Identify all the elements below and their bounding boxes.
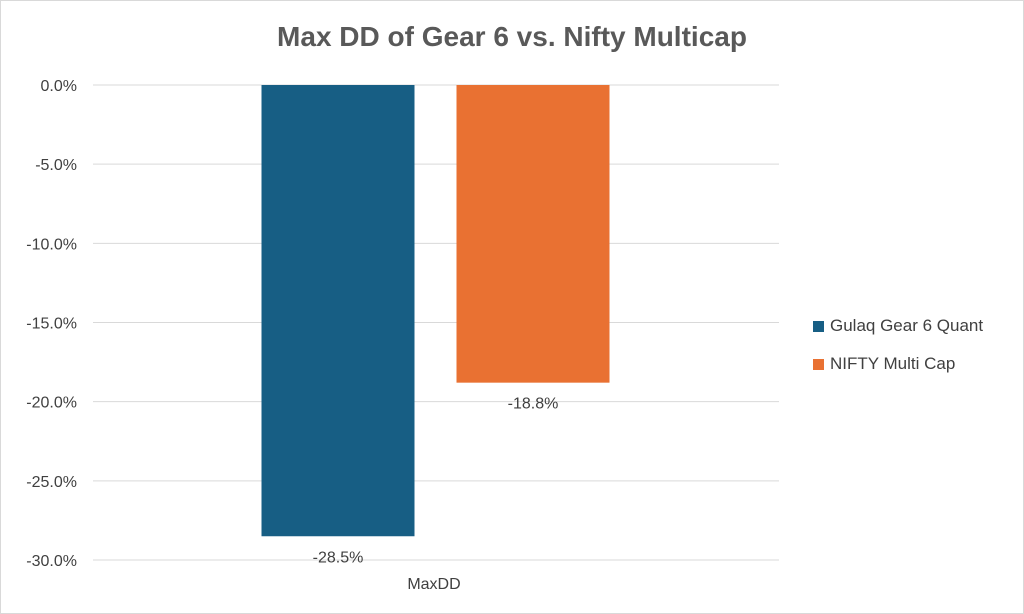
y-tick-label: -25.0% xyxy=(26,474,77,491)
bar-nifty xyxy=(456,85,610,383)
chart-title: Max DD of Gear 6 vs. Nifty Multicap xyxy=(277,21,747,52)
legend-swatch-gulaq xyxy=(813,320,824,332)
chart-legend: Gulaq Gear 6 Quant NIFTY Multi Cap xyxy=(813,307,983,383)
y-tick-label: -5.0% xyxy=(35,157,77,174)
legend-item-gulaq: Gulaq Gear 6 Quant xyxy=(813,307,983,345)
bar-gulaq xyxy=(261,85,415,537)
legend-swatch-nifty xyxy=(813,358,824,370)
y-tick-label: -10.0% xyxy=(26,236,77,253)
y-tick-label: 0.0% xyxy=(41,78,77,95)
y-tick-label: -30.0% xyxy=(26,553,77,570)
y-tick-label: -15.0% xyxy=(26,316,77,333)
legend-label-nifty: NIFTY Multi Cap xyxy=(830,354,956,373)
y-tick-label: -20.0% xyxy=(26,395,77,412)
legend-label-gulaq: Gulaq Gear 6 Quant xyxy=(830,316,984,335)
data-label-gulaq: -28.5% xyxy=(313,549,364,566)
data-label-nifty: -18.8% xyxy=(508,396,559,413)
legend-item-nifty: NIFTY Multi Cap xyxy=(813,345,983,383)
x-category-label: MaxDD xyxy=(407,576,460,593)
